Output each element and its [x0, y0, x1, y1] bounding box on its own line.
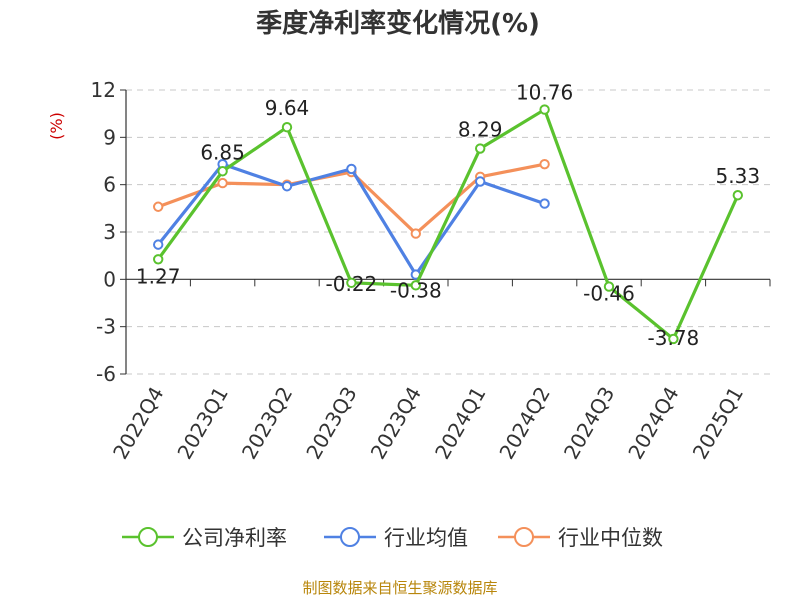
data-point [281, 181, 293, 192]
data-point [732, 190, 743, 201]
data-point [217, 166, 228, 177]
data-point [539, 198, 550, 209]
y-tick-label: 0 [103, 267, 116, 291]
data-label: 1.27 [136, 264, 181, 288]
data-point [475, 143, 486, 154]
data-point [475, 176, 486, 187]
legend-label: 行业中位数 [558, 526, 663, 550]
chart-title: 季度净利率变化情况(%) [256, 8, 540, 39]
data-label: 8.29 [458, 118, 503, 142]
data-point [603, 281, 615, 292]
source-note: 制图数据来自恒生聚源数据库 [302, 579, 497, 597]
y-axis-unit-label: (%) [47, 112, 66, 140]
data-label: 5.33 [716, 164, 761, 188]
legend-swatch-marker [340, 527, 360, 547]
data-label: -0.38 [390, 278, 442, 302]
y-tick-label: 9 [103, 125, 116, 149]
data-point [153, 239, 164, 250]
data-point [153, 201, 164, 212]
x-tick-label: 2023Q4 [366, 383, 426, 464]
legend-label: 行业均值 [384, 526, 468, 550]
y-tick-label: 6 [103, 173, 116, 197]
legend-swatch-marker [138, 527, 158, 547]
data-label: -0.22 [326, 272, 378, 296]
data-point [346, 277, 357, 289]
x-tick-label: 2022Q4 [108, 383, 168, 464]
x-tick-label: 2024Q3 [559, 383, 619, 464]
data-point [410, 280, 421, 291]
data-point [410, 228, 421, 239]
data-label: 10.76 [516, 81, 573, 105]
y-tick-label: 3 [103, 220, 116, 244]
y-tick-label: 12 [91, 78, 116, 102]
data-label: 6.85 [200, 140, 245, 164]
legend-swatch-marker [514, 527, 534, 547]
gridlines [126, 89, 770, 375]
data-labels: 1.27 6.85 9.64 -0.22 -0.38 8.29 10.76 -0.46 -3.7… [136, 81, 760, 350]
data-point [153, 254, 164, 265]
x-tick-label: 2025Q1 [688, 383, 748, 464]
series-line-1 [156, 107, 740, 341]
data-point [539, 158, 550, 170]
data-label: -0.46 [583, 282, 635, 306]
x-tick-label: 2023Q2 [237, 383, 297, 464]
x-tick-label: 2024Q4 [623, 383, 683, 464]
data-point [281, 122, 293, 133]
data-point [668, 333, 679, 345]
legend-label: 公司净利率 [182, 526, 287, 550]
data-point [346, 163, 357, 175]
data-point [539, 104, 550, 115]
data-point [217, 177, 228, 189]
x-tick-label: 2023Q1 [172, 383, 232, 464]
series-group [153, 104, 743, 345]
x-tick-label: 2023Q3 [301, 383, 361, 464]
data-label: 9.64 [265, 96, 310, 120]
y-tick-label: -6 [96, 362, 116, 386]
axes: -6 -3 0 3 6 9 12 2022Q4 2023Q1 2023Q2 2023Q3 2023Q4… [91, 78, 771, 464]
y-tick-label: -3 [96, 315, 116, 339]
x-tick-label: 2024Q1 [430, 383, 490, 464]
data-label: -3.78 [648, 326, 700, 350]
x-tick-label: 2024Q2 [494, 383, 554, 464]
legend: 公司净利率 行业均值 行业中位数 [122, 526, 663, 550]
